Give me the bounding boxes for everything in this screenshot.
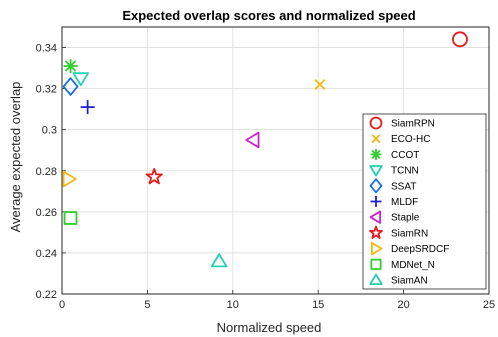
data-point-tcnn [72, 72, 90, 87]
data-point-siamrn [145, 167, 163, 185]
legend-marker-ssat [369, 178, 383, 194]
y-tick-label: 0.34 [36, 43, 57, 55]
x-tick-label: 25 [483, 299, 495, 311]
legend-label-siaman: SiamAN [391, 276, 428, 287]
legend-label-siamrn: SiamRN [391, 228, 428, 239]
legend-label-mdnet-n: MDNet_N [391, 260, 435, 271]
data-point-mdnet-n [63, 211, 78, 225]
x-tick-label: 0 [59, 299, 65, 311]
legend-marker-staple [369, 210, 382, 224]
legend-label-deepsrdcf: DeepSRDCF [391, 244, 449, 255]
data-points [62, 31, 468, 268]
legend-label-mldf: MLDF [391, 197, 418, 208]
legend-box [362, 113, 487, 290]
legend-marker-siamrn [369, 225, 383, 239]
x-tick-label: 15 [312, 299, 324, 311]
legend-label-siamrpn: SiamRPN [391, 119, 435, 130]
legend-label-eco-hc: ECO-HC [391, 134, 430, 145]
x-tick-label: 20 [397, 299, 409, 311]
y-tick-label: 0.3 [42, 125, 57, 137]
ticks: 0 5 10 15 20 25 0.22 0.24 0.26 0.28 0.3 0.32 0.34 [36, 43, 496, 311]
x-tick-label: 10 [227, 299, 239, 311]
y-tick-label: 0.24 [36, 248, 57, 260]
legend-label-staple: Staple [391, 213, 420, 224]
legend-marker-eco-hc [371, 134, 381, 144]
legend-marker-deepsrdcf [370, 241, 383, 256]
data-point-siaman [210, 253, 228, 268]
data-point-mldf [80, 100, 95, 115]
legend-marker-siamrpn [369, 116, 383, 130]
legend-label-tcnn: TCNN [391, 166, 419, 177]
x-axis-label: Normalized speed [217, 320, 322, 335]
grid [62, 27, 489, 295]
y-axis-label: Average expected overlap [8, 82, 23, 233]
legend-marker-siaman [369, 273, 383, 286]
legend-marker-tcnn [369, 165, 383, 177]
legend: SiamRPN ECO-HC CCOT TCNN SSAT MLDF Staple SiamR… [362, 113, 487, 290]
x-tick-label: 5 [144, 299, 150, 311]
legend-label-ssat: SSAT [391, 181, 416, 192]
plot-area-frame [61, 26, 490, 295]
data-point-deepsrdcf [62, 170, 77, 188]
legend-marker-mdnet-n [370, 258, 382, 270]
y-tick-label: 0.26 [36, 207, 57, 219]
legend-label-ccot: CCOT [391, 150, 419, 161]
y-tick-label: 0.22 [36, 289, 57, 301]
data-point-siamrpn [452, 31, 468, 48]
legend-marker-mldf [370, 196, 382, 207]
chart-title: Expected overlap scores and normalized s… [122, 8, 415, 23]
y-tick-label: 0.32 [36, 84, 57, 96]
data-point-ssat [62, 77, 79, 96]
data-point-staple [245, 131, 260, 149]
data-point-eco-hc [314, 78, 326, 91]
legend-marker-ccot [370, 148, 382, 160]
y-tick-label: 0.28 [36, 166, 57, 178]
data-point-ccot [63, 59, 78, 74]
